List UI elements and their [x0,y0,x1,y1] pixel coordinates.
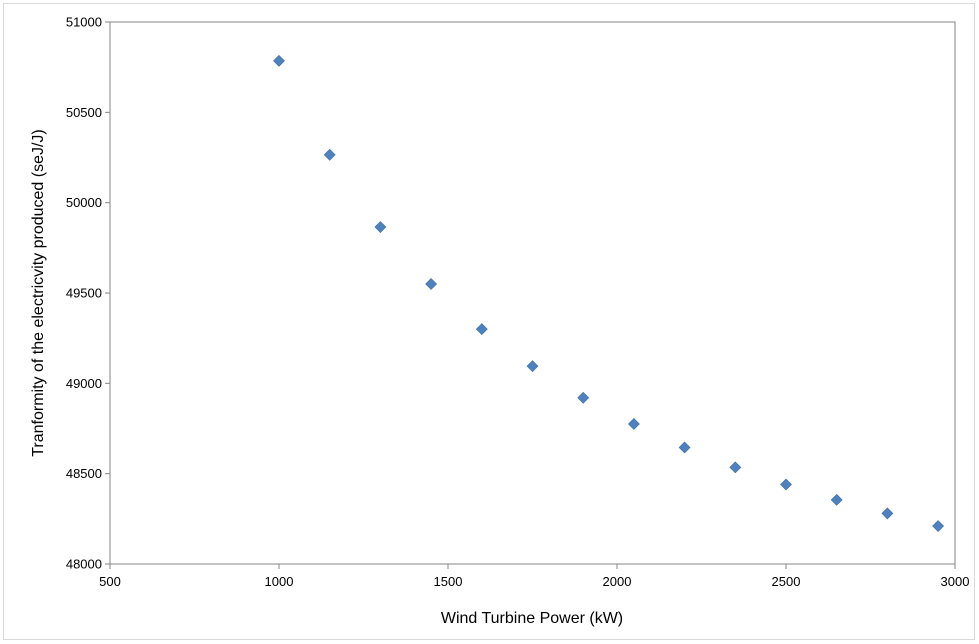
x-tick-label: 3000 [941,574,970,589]
data-point [577,391,590,404]
data-point [678,441,691,454]
y-tick-label: 49000 [66,376,102,391]
x-tick-label: 2000 [603,574,632,589]
y-tick-label: 48500 [66,466,102,481]
y-tick-label: 49500 [66,286,102,301]
data-point [830,493,843,506]
y-axis-title: Tranformity of the electricvity produced… [30,129,47,457]
data-point [475,323,488,336]
y-tick-label: 50000 [66,195,102,210]
y-tick-label: 50500 [66,105,102,120]
data-point [729,461,742,474]
data-point [780,478,792,491]
x-axis-title: Wind Turbine Power (kW) [441,610,623,627]
data-point [425,278,438,290]
data-point [323,148,336,161]
data-points [273,54,945,532]
x-axis-ticks: 500 1000 1500 2000 2500 3000 [99,564,969,589]
data-point [881,507,894,520]
data-point [273,54,285,67]
data-point [627,418,640,430]
data-point [526,360,539,373]
x-tick-label: 2500 [772,574,801,589]
y-tick-label: 48000 [66,557,102,572]
y-axis-ticks: 48000 48500 49000 49500 50000 50500 51000 [66,15,110,572]
data-point [932,520,945,532]
x-tick-label: 500 [99,574,121,589]
plot-area [109,21,956,565]
plot-border [109,21,956,565]
data-point [374,221,387,233]
x-tick-label: 1000 [265,574,294,589]
y-tick-label: 51000 [66,15,102,30]
x-tick-label: 1500 [434,574,463,589]
